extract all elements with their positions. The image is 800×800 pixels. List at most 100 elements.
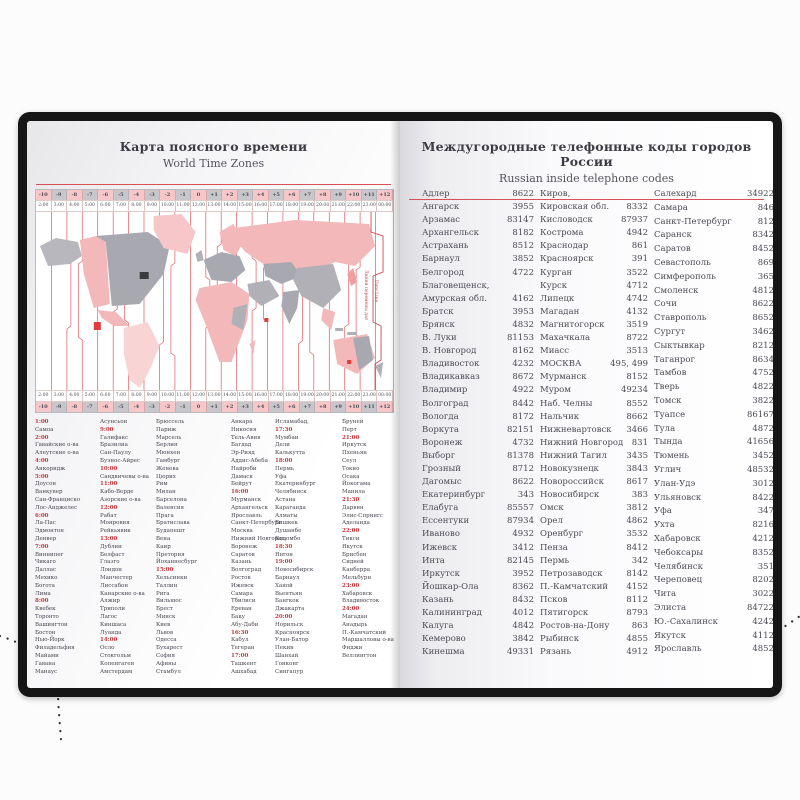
city-name: Челябинск — [654, 561, 703, 572]
city-code: 4732 — [512, 437, 534, 448]
city-name: Чита — [654, 589, 677, 600]
city-code: 8512 — [512, 241, 534, 252]
timezone-cell: +9 — [330, 402, 347, 412]
zone-city-name: Бруней — [342, 419, 364, 425]
city-code: 4852 — [752, 644, 773, 655]
city-code: 3452 — [752, 451, 773, 462]
city-code: 391 — [631, 254, 648, 265]
map-marker — [93, 322, 101, 330]
city-name: Калининград — [422, 608, 482, 618]
zone-time-label: 15:00 — [156, 567, 174, 574]
zone-time-label: 18:30 — [275, 543, 293, 550]
zone-city-name: Кабо-Верде — [100, 489, 134, 496]
zone-city-name: Ашхабад — [231, 668, 257, 675]
timezone-cell: -9 — [51, 402, 68, 412]
city-name: Сургут — [654, 326, 686, 337]
zone-city-name: Львов — [156, 629, 174, 636]
zone-city-name: Стамбул — [156, 668, 181, 675]
zone-city-name: Новосибирск — [275, 567, 314, 574]
city-name: Иваново — [422, 529, 460, 540]
city-code: 8152 — [626, 372, 648, 383]
city-code: 3412 — [512, 542, 534, 553]
zone-city-name: Никосия — [231, 426, 257, 433]
phone-code-row: Пермь 342 — [540, 556, 648, 569]
city-name: Кисловодск — [540, 215, 593, 226]
zone-time-label: 5:00 — [35, 473, 49, 480]
timezone-city-column: Асунсьон 9:00 Галифакс Бразилиа Сан-Паулу Буэ… — [100, 419, 156, 676]
zone-city-name: Рим — [156, 481, 168, 488]
zone-city-name: Афины — [156, 660, 177, 667]
city-name: Ангарск — [422, 202, 460, 213]
time-cell: 9:00 — [144, 390, 161, 402]
city-code: 4932 — [512, 529, 534, 540]
zone-city-name: Самоа — [35, 426, 54, 433]
city-code: 85557 — [506, 503, 534, 514]
city-code: 8722 — [626, 333, 648, 344]
zone-city-name: Улан-Батор — [275, 637, 309, 644]
zone-city-name: Екатеринбург — [275, 481, 316, 488]
city-code: 351 — [757, 561, 773, 572]
continent-australia-east — [353, 336, 374, 370]
phone-code-row: Воркута 82151 — [422, 425, 534, 438]
city-name: Воронеж — [422, 437, 463, 448]
zone-city-name: Буэнос-Айрес — [100, 457, 140, 464]
city-name: Новороссийск — [540, 477, 604, 488]
zone-city-name: Фиджи — [342, 645, 363, 652]
continent-alaska — [39, 238, 82, 266]
city-code: 3519 — [626, 319, 648, 330]
time-cell: 9:00 — [144, 200, 161, 212]
zone-city-name: Марсель — [156, 434, 182, 441]
time-cell: 10:00 — [160, 390, 176, 402]
zone-city-name: Тикси — [342, 535, 360, 542]
city-code: 8352 — [752, 547, 773, 558]
city-code: 3843 — [626, 463, 648, 474]
city-name: Кемерово — [422, 634, 466, 645]
timezone-cell: +10 — [346, 190, 362, 200]
time-header-row-bottom: 2:00 3:00 4:00 5:00 6:00 7:00 8:00 9:00 10:00 11:… — [36, 390, 393, 402]
zone-city-name: Таллин — [156, 582, 178, 589]
city-name: Магнитогорск — [540, 319, 605, 330]
city-code: 3012 — [752, 478, 773, 489]
phone-code-row: Братск 3953 — [422, 307, 534, 320]
zone-time-label: 19:00 — [275, 559, 293, 566]
map-marker — [347, 360, 352, 364]
continent-central-asia — [263, 262, 302, 284]
zone-city-name: Архангельск — [231, 504, 268, 511]
zone-city-name: Копенгаген — [100, 660, 135, 667]
phone-code-row: Сыктывкар 8212 — [654, 341, 773, 355]
phone-code-row: Нижний Новгород 831 — [540, 438, 648, 451]
city-name: Краснодар — [540, 241, 589, 252]
city-code: 3955 — [512, 202, 534, 213]
continent-europe — [203, 252, 246, 282]
city-name: Красноярск — [540, 254, 594, 265]
timezone-cell: -6 — [98, 402, 114, 412]
map-marker — [264, 318, 269, 322]
timezone-cell: -5 — [113, 190, 130, 200]
phone-code-row: Пенза 8412 — [540, 543, 648, 556]
zone-city-name: Киншаса — [100, 621, 127, 628]
phone-code-row: Нальчик 8662 — [540, 412, 648, 425]
phone-code-row: Благовещенск, — [422, 281, 534, 294]
zone-city-name: Волгоград — [231, 567, 262, 574]
right-page-title: Междугородные телефонные коды городов Ро… — [421, 139, 752, 169]
city-code: 365 — [757, 271, 773, 282]
city-name: Саранск — [654, 230, 692, 241]
city-name: Нижний Новгород — [540, 437, 624, 448]
city-code: 3466 — [626, 424, 648, 435]
continent-madagascar — [249, 340, 256, 354]
zone-city-name: Амстердам — [100, 668, 133, 675]
zone-city-name: Монровия — [100, 520, 130, 527]
timezone-cell: -6 — [98, 190, 114, 200]
city-code: 4812 — [752, 285, 773, 296]
zone-city-name: Лима — [35, 590, 51, 597]
phone-code-row: Челябинск 351 — [654, 562, 773, 576]
right-page-phone-codes: Междугородные телефонные коды городов Ро… — [400, 121, 773, 688]
phone-code-row: Йошкар-Ола 8362 — [422, 582, 534, 595]
continent-indonesia — [347, 332, 358, 335]
city-code: 8342 — [752, 230, 773, 241]
timezone-city-column: Анкара Никосия Тель-Авив Багдад Эр-Рияд Аддис… — [231, 419, 287, 676]
zone-time-label: 9:00 — [100, 426, 114, 433]
phone-code-row: Нижний Тагил 3435 — [540, 451, 648, 464]
city-code: 3462 — [752, 326, 773, 337]
time-cell: 4:00 — [67, 200, 83, 212]
